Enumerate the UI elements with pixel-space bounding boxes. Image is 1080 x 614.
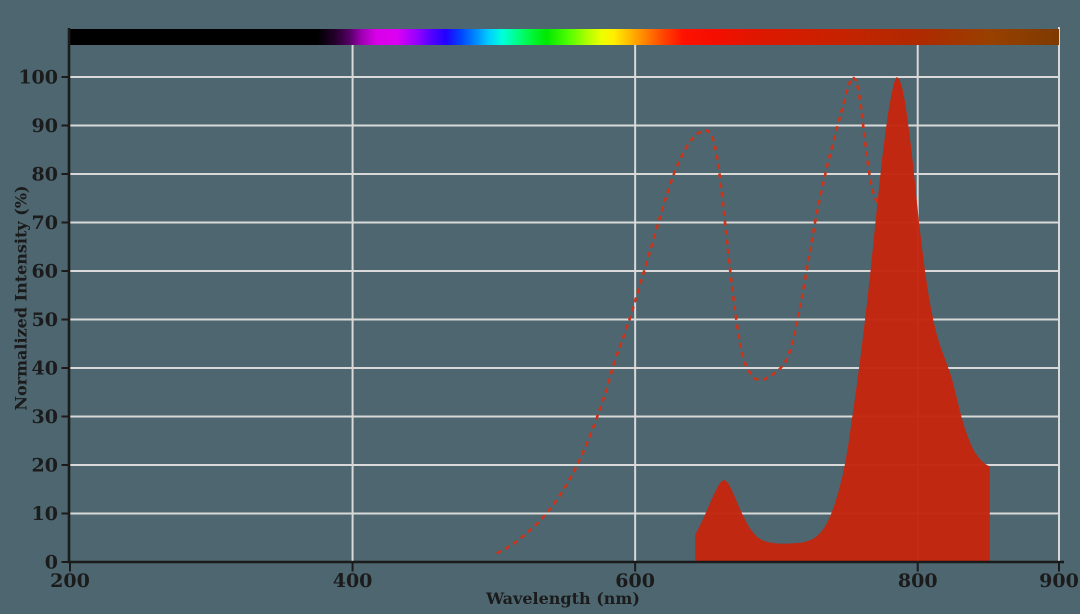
x-tick-label-900: 900: [1039, 570, 1079, 592]
y-tick-label-70: 70: [32, 212, 58, 234]
x-axis-title: Wavelength (nm): [486, 589, 640, 608]
y-tick-label-20: 20: [32, 455, 58, 477]
axes: [67, 28, 1064, 564]
y-tick-label-40: 40: [32, 358, 58, 380]
wavelength-spectrum-bar: [70, 29, 1059, 45]
y-tick-label-60: 60: [32, 261, 58, 283]
x-tick-label-800: 800: [898, 570, 938, 592]
horizontal-gridlines: [70, 76, 1059, 515]
y-tick-label-0: 0: [45, 552, 58, 574]
excitation-curve: [496, 74, 880, 555]
y-axis-title: Normalized Intensity (%): [11, 185, 31, 411]
y-tick-label-80: 80: [32, 164, 58, 186]
y-tick-label-100: 100: [18, 67, 58, 89]
tick-labels: 0 10 20 30 40 50 60 70 80 90 100 200 400 600 800 900: [18, 67, 1079, 593]
x-tick-label-600: 600: [615, 570, 655, 592]
tick-marks: [61, 76, 1060, 572]
emission-area: [695, 77, 990, 562]
y-tick-label-90: 90: [32, 115, 58, 137]
x-tick-label-200: 200: [50, 570, 90, 592]
x-tick-label-400: 400: [333, 570, 373, 592]
y-tick-label-10: 10: [32, 503, 58, 525]
y-tick-label-30: 30: [32, 406, 58, 428]
y-tick-label-50: 50: [32, 309, 58, 331]
